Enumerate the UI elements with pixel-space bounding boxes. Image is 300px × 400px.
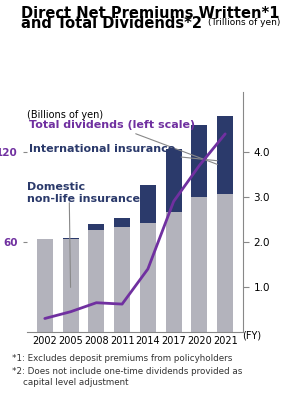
Bar — [217, 194, 233, 332]
Text: *2: Does not include one-time dividends provided as: *2: Does not include one-time dividends … — [12, 367, 242, 376]
Text: Total dividends (left scale): Total dividends (left scale) — [29, 120, 218, 164]
Text: (Billions of yen): (Billions of yen) — [27, 110, 103, 120]
Bar — [217, 116, 233, 194]
Text: Domestic
non-life insurance: Domestic non-life insurance — [27, 182, 140, 204]
Bar — [166, 149, 182, 212]
Text: capital level adjustment: capital level adjustment — [12, 378, 128, 387]
Bar — [140, 222, 156, 332]
Bar — [140, 185, 156, 222]
Bar — [191, 197, 207, 332]
Bar — [63, 239, 79, 332]
Text: (FY): (FY) — [242, 330, 262, 340]
Bar — [114, 218, 130, 227]
Bar — [37, 239, 53, 332]
Bar — [114, 227, 130, 332]
Bar — [166, 212, 182, 332]
Text: Direct Net Premiums Written*1: Direct Net Premiums Written*1 — [21, 6, 280, 21]
Bar — [88, 230, 104, 332]
Text: *1: Excludes deposit premiums from policyholders: *1: Excludes deposit premiums from polic… — [12, 354, 232, 363]
Bar — [63, 238, 79, 239]
Text: (Trillions of yen): (Trillions of yen) — [208, 18, 280, 27]
Text: and Total Dividends*2: and Total Dividends*2 — [21, 16, 202, 31]
Text: International insurance: International insurance — [29, 144, 217, 161]
Bar — [191, 125, 207, 197]
Bar — [88, 224, 104, 230]
